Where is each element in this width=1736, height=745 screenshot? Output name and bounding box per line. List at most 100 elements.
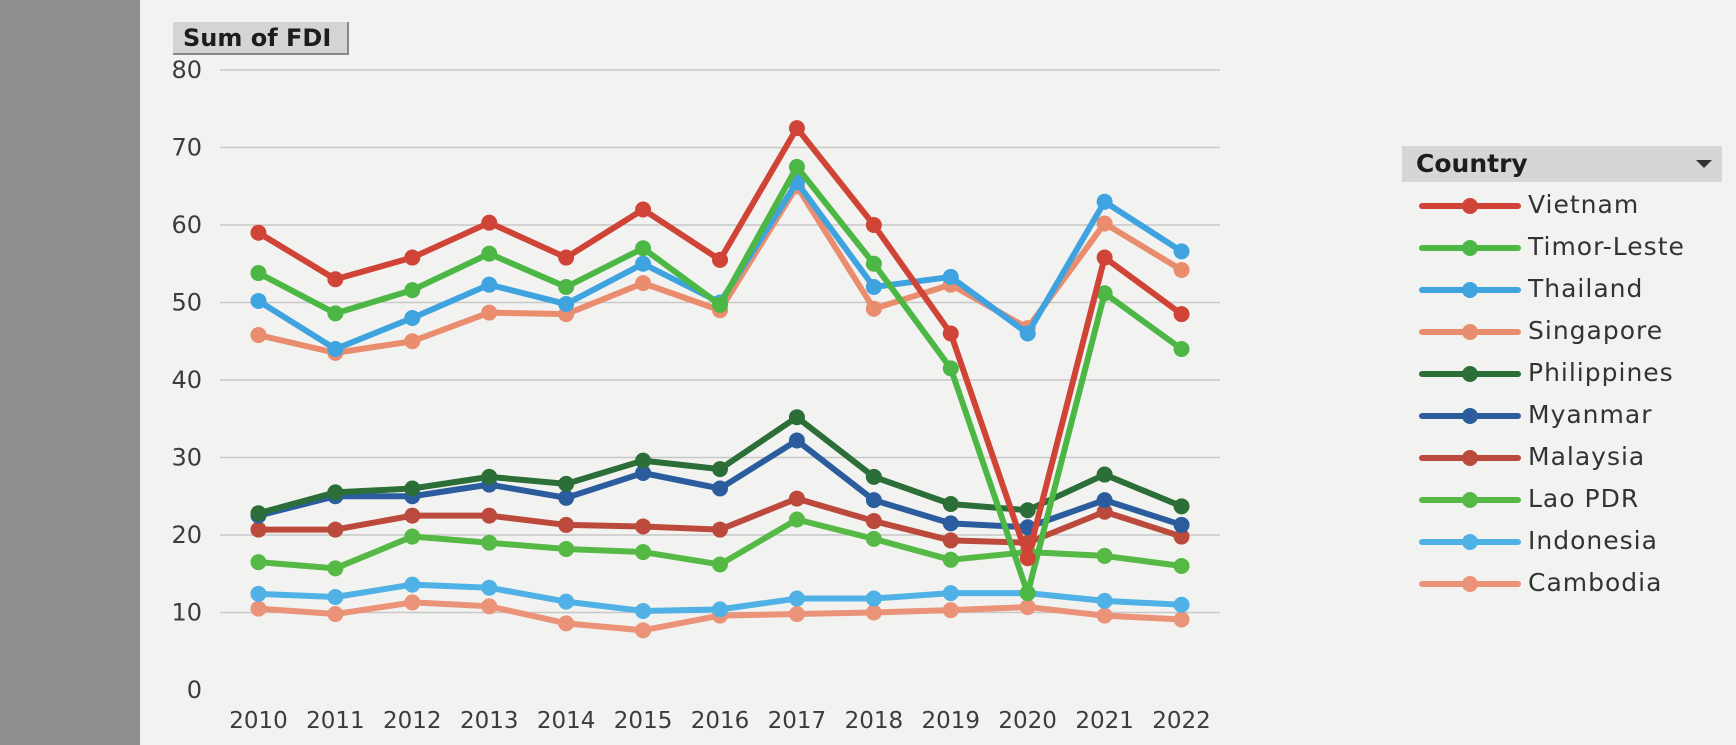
data-point <box>865 530 882 547</box>
data-point <box>250 554 267 571</box>
legend-item: Singapore <box>1418 312 1728 352</box>
y-tick-label: 80 <box>171 56 202 84</box>
legend-label: Indonesia <box>1528 526 1658 555</box>
legend-swatch-marker <box>1462 282 1478 298</box>
data-point <box>404 507 421 524</box>
data-point <box>942 602 959 619</box>
data-point <box>404 282 421 299</box>
line-chart: 0 10 20 30 40 50 60 70 80 2010 2011 2012 2013 2014 201… <box>171 56 1220 734</box>
legend-item: Thailand <box>1418 270 1728 310</box>
y-tick-label: 30 <box>171 444 202 472</box>
y-tick-label: 0 <box>187 676 202 704</box>
data-point <box>712 601 728 618</box>
data-point <box>1173 596 1190 613</box>
legend-filter-button[interactable]: Country <box>1402 146 1722 182</box>
data-point <box>1096 503 1113 520</box>
data-point <box>1173 243 1190 260</box>
series-vietnam <box>250 120 1190 567</box>
legend-swatch-marker <box>1462 450 1478 466</box>
data-point <box>481 579 498 596</box>
pivot-chart-screen: Sum of FDI 0 10 20 30 40 50 60 70 80 2010 2011 2012… <box>140 0 1736 745</box>
legend-item: Cambodia <box>1418 564 1728 604</box>
value-field-button[interactable]: Sum of FDI <box>173 22 349 55</box>
data-point <box>712 461 728 478</box>
data-point <box>1096 249 1113 266</box>
data-point <box>1173 261 1190 278</box>
x-tick-label: 2016 <box>691 708 750 734</box>
data-point <box>1173 516 1190 533</box>
y-tick-label: 60 <box>171 211 202 239</box>
data-point <box>481 534 498 551</box>
data-point <box>865 217 882 233</box>
data-point <box>788 606 805 623</box>
data-point <box>712 556 728 573</box>
legend-label: Cambodia <box>1528 568 1663 597</box>
data-point <box>635 201 652 218</box>
data-point <box>558 540 575 557</box>
data-point <box>481 507 498 524</box>
x-tick-label: 2012 <box>383 708 442 734</box>
legend-swatch-icon <box>1419 534 1521 550</box>
legend-item: Lao PDR <box>1418 480 1728 520</box>
data-point <box>327 305 344 322</box>
data-point <box>635 255 652 272</box>
data-point <box>635 518 652 535</box>
data-point <box>404 528 421 545</box>
legend-label: Malaysia <box>1528 442 1646 471</box>
data-point <box>558 279 575 295</box>
data-point <box>558 593 575 610</box>
data-point <box>712 251 728 268</box>
data-point <box>327 484 344 501</box>
data-point <box>250 327 267 344</box>
y-tick-label: 70 <box>171 134 202 162</box>
x-tick-label: 2017 <box>768 708 827 734</box>
data-point <box>404 249 421 266</box>
legend-swatch-marker <box>1462 408 1478 424</box>
data-point <box>865 492 882 509</box>
legend-label: Vietnam <box>1528 190 1640 219</box>
legend-item: Vietnam <box>1418 186 1728 226</box>
data-point <box>250 505 267 522</box>
data-point <box>865 604 882 621</box>
series-timor-leste <box>250 158 1190 602</box>
data-point <box>481 468 498 485</box>
legend-swatch-marker <box>1462 240 1478 256</box>
legend-swatch-icon <box>1419 282 1521 298</box>
legend-swatch-marker <box>1462 198 1478 214</box>
data-point <box>1096 215 1113 232</box>
y-tick-label: 50 <box>171 289 202 317</box>
legend: Country Vietnam Timor-Leste Thailand Singap… <box>1402 146 1736 646</box>
data-point <box>942 496 959 512</box>
data-point <box>481 214 498 231</box>
data-point <box>788 490 805 507</box>
data-point <box>1096 466 1113 483</box>
data-point <box>865 468 882 485</box>
data-point <box>1096 492 1113 509</box>
legend-label: Singapore <box>1528 316 1664 345</box>
legend-title: Country <box>1416 149 1528 178</box>
data-point <box>865 255 882 272</box>
legend-swatch-marker <box>1462 324 1478 340</box>
data-point <box>558 249 575 266</box>
x-tick-label: 2022 <box>1152 708 1211 734</box>
legend-swatch-icon <box>1419 198 1521 214</box>
y-tick-label: 40 <box>171 366 202 394</box>
data-point <box>942 360 959 377</box>
x-tick-label: 2015 <box>614 708 673 734</box>
data-point <box>942 551 959 568</box>
data-point <box>1019 550 1036 567</box>
data-point <box>635 544 652 561</box>
data-point <box>942 325 959 342</box>
data-point <box>712 480 728 497</box>
legend-label: Myanmar <box>1528 400 1653 429</box>
data-point <box>1173 611 1190 628</box>
data-point <box>1019 599 1036 616</box>
data-point <box>788 409 805 426</box>
series-singapore <box>250 178 1190 361</box>
data-point <box>788 590 805 607</box>
legend-label: Lao PDR <box>1528 484 1640 513</box>
data-point <box>1173 498 1190 515</box>
dropdown-arrow-icon[interactable] <box>1696 160 1712 168</box>
data-point <box>1096 547 1113 564</box>
data-point <box>250 292 267 309</box>
